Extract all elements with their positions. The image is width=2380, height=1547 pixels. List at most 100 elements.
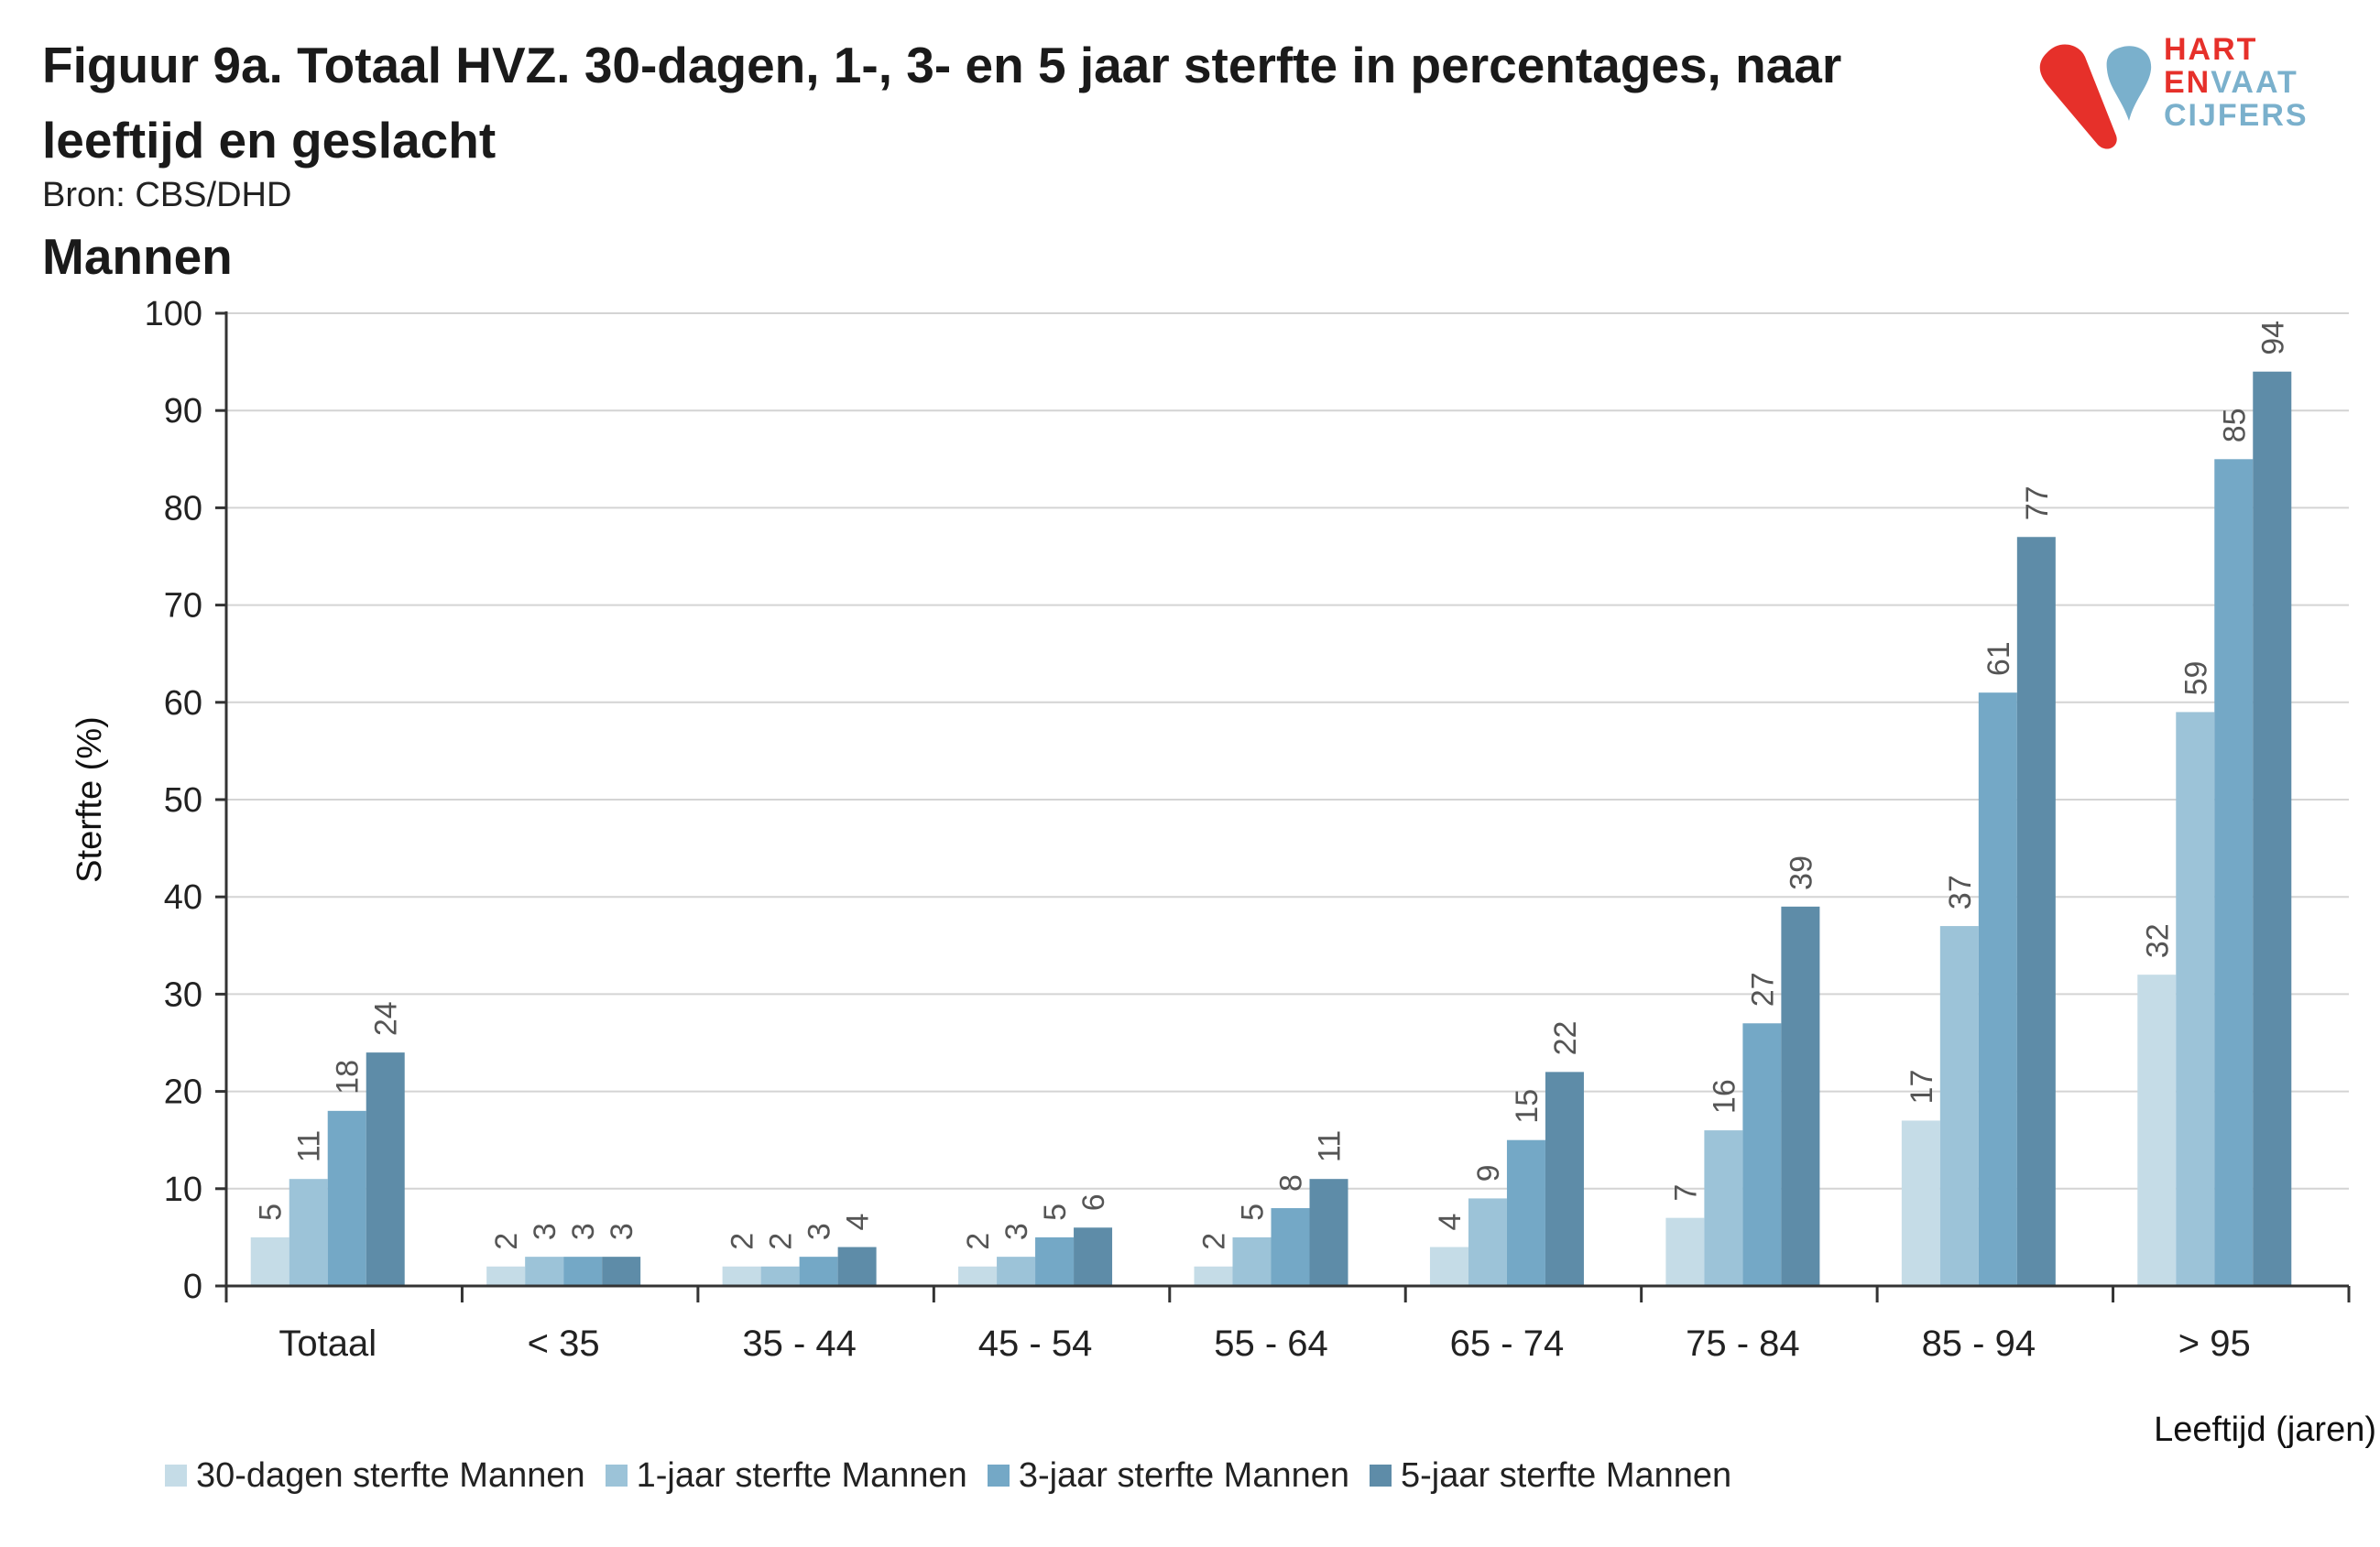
y-tick-label-0: 0 <box>183 1268 202 1306</box>
heart-vessel-icon <box>2039 44 2152 149</box>
bar-5-0 <box>1429 1247 1468 1286</box>
chart-legend: 30-dagen sterfte Mannen 1-jaar sterfte Ma… <box>165 1453 1752 1498</box>
data-label-3-2: 5 <box>1038 1204 1073 1221</box>
bar-1-3 <box>602 1257 641 1286</box>
chart-subtitle: Mannen <box>42 228 233 285</box>
legend-label-0: 30-dagen sterfte Mannen <box>196 1455 585 1495</box>
bar-0-0 <box>250 1237 289 1286</box>
x-tick-label-8: > 95 <box>2178 1324 2251 1364</box>
y-tick-label-70: 70 <box>164 587 202 626</box>
x-tick-label-3: 45 - 54 <box>978 1324 1093 1364</box>
bar-8-2 <box>2214 459 2254 1286</box>
data-label-1-3: 3 <box>605 1223 639 1240</box>
bar-4-1 <box>1232 1237 1272 1286</box>
legend-item-0: 30-dagen sterfte Mannen <box>165 1456 585 1496</box>
data-label-2-2: 3 <box>802 1223 837 1240</box>
bar-6-1 <box>1704 1130 1743 1286</box>
x-tick-label-1: < 35 <box>528 1324 600 1364</box>
logo-line-3: CIJFERS <box>2164 98 2309 133</box>
bar-3-3 <box>1074 1227 1113 1286</box>
data-label-0-3: 24 <box>369 1001 404 1036</box>
data-label-2-0: 2 <box>726 1233 760 1250</box>
data-label-3-3: 6 <box>1076 1193 1111 1211</box>
data-label-8-0: 32 <box>2140 923 2175 958</box>
y-tick-label-50: 50 <box>164 781 202 820</box>
bar-4-0 <box>1194 1266 1233 1286</box>
bar-7-0 <box>1901 1120 1940 1286</box>
data-label-7-0: 17 <box>1905 1070 1939 1105</box>
data-label-5-1: 9 <box>1471 1164 1506 1182</box>
y-tick-label-100: 100 <box>145 295 202 333</box>
bar-5-2 <box>1506 1139 1545 1286</box>
data-label-3-1: 3 <box>999 1223 1034 1240</box>
y-tick-label-60: 60 <box>164 684 202 723</box>
data-label-0-2: 18 <box>331 1060 366 1095</box>
data-label-2-1: 2 <box>764 1233 799 1250</box>
bar-2-3 <box>837 1247 877 1286</box>
data-label-5-2: 15 <box>1510 1089 1545 1124</box>
y-tick-label-80: 80 <box>164 489 202 528</box>
legend-swatch-0 <box>165 1465 187 1487</box>
logo-line-2a: EN <box>2164 65 2211 100</box>
bar-0-1 <box>289 1179 328 1286</box>
data-label-0-1: 11 <box>292 1130 327 1162</box>
data-label-1-2: 3 <box>566 1223 601 1240</box>
data-label-5-3: 22 <box>1548 1021 1583 1056</box>
data-label-7-1: 37 <box>1943 875 1978 910</box>
legend-item-3: 5-jaar sterfte Mannen <box>1370 1456 1731 1496</box>
bar-6-3 <box>1781 906 1820 1286</box>
y-tick-label-30: 30 <box>164 975 202 1014</box>
data-label-4-0: 2 <box>1197 1233 1232 1250</box>
x-tick-label-0: Totaal <box>278 1324 377 1364</box>
data-label-1-0: 2 <box>489 1233 524 1250</box>
bar-5-3 <box>1545 1072 1584 1286</box>
x-axis-title: Leeftijd (jaren) <box>2154 1411 2376 1449</box>
data-label-1-1: 3 <box>528 1223 562 1240</box>
data-label-2-3: 4 <box>841 1214 876 1231</box>
logo-line-1: HART <box>2164 32 2258 67</box>
bar-3-2 <box>1035 1237 1075 1286</box>
bar-1-0 <box>486 1266 526 1286</box>
data-label-5-0: 4 <box>1433 1214 1468 1231</box>
legend-item-1: 1-jaar sterfte Mannen <box>605 1455 967 1496</box>
data-label-0-0: 5 <box>254 1204 289 1221</box>
hart-en-vaat-cijfers-logo: HART ENVAAT CIJFERS <box>2032 33 2380 152</box>
x-tick-label-7: 85 - 94 <box>1922 1324 2036 1364</box>
y-tick-label-10: 10 <box>164 1171 202 1209</box>
bar-7-2 <box>1978 692 2017 1286</box>
data-label-4-2: 8 <box>1274 1174 1309 1192</box>
x-tick-label-2: 35 - 44 <box>742 1324 857 1364</box>
y-tick-label-40: 40 <box>164 878 202 917</box>
data-label-4-1: 5 <box>1236 1204 1271 1221</box>
bar-3-0 <box>958 1266 998 1286</box>
legend-swatch-3 <box>1370 1465 1392 1487</box>
bar-2-0 <box>722 1266 761 1286</box>
bar-0-3 <box>366 1052 405 1286</box>
data-label-7-3: 77 <box>2020 485 2055 520</box>
bar-4-2 <box>1271 1208 1310 1286</box>
data-label-6-1: 16 <box>1707 1079 1741 1114</box>
bar-6-0 <box>1665 1217 1705 1286</box>
data-label-8-2: 85 <box>2217 408 2252 442</box>
bar-4-3 <box>1309 1179 1348 1286</box>
logo-line-2b: VAAT <box>2211 65 2298 100</box>
legend-swatch-2 <box>987 1465 1010 1487</box>
y-tick-label-20: 20 <box>164 1073 202 1112</box>
x-tick-label-5: 65 - 74 <box>1450 1324 1565 1364</box>
bar-8-1 <box>2176 712 2215 1286</box>
bar-2-1 <box>760 1266 800 1286</box>
legend-label-2: 3-jaar sterfte Mannen <box>1018 1455 1349 1495</box>
data-label-6-2: 27 <box>1745 972 1780 1007</box>
legend-label-1: 1-jaar sterfte Mannen <box>636 1455 967 1495</box>
y-tick-label-90: 90 <box>164 392 202 430</box>
bar-3-1 <box>997 1257 1036 1286</box>
data-label-6-3: 39 <box>1784 855 1818 890</box>
chart-title: Figuur 9a. Totaal HVZ. 30-dagen, 1-, 3- … <box>42 37 1842 169</box>
legend-item-2: 3-jaar sterfte Mannen <box>987 1455 1349 1496</box>
data-label-8-3: 94 <box>2255 321 2290 355</box>
bar-7-1 <box>1939 926 1979 1286</box>
bar-0-2 <box>327 1110 366 1286</box>
x-tick-label-4: 55 - 64 <box>1214 1324 1328 1364</box>
legend-swatch-1 <box>605 1465 628 1487</box>
